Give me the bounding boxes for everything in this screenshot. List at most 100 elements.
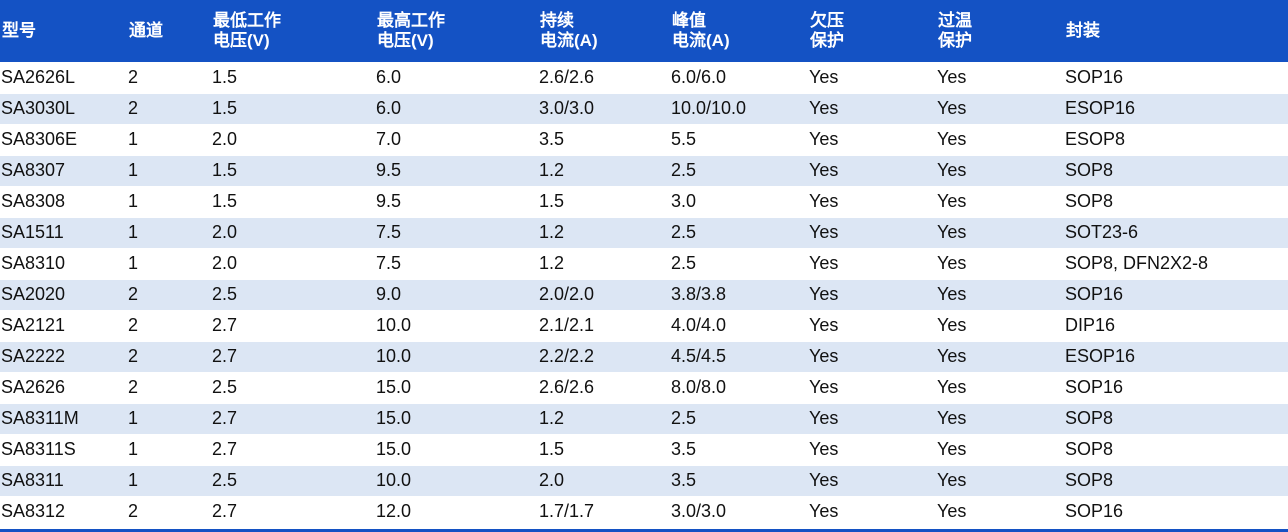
cell-model: SA8311 bbox=[0, 465, 127, 497]
cell-peak-current: 3.0 bbox=[670, 186, 808, 218]
cell-uvlo: Yes bbox=[808, 372, 936, 404]
cell-model: SA8308 bbox=[0, 186, 127, 218]
cell-package: SOP8, DFN2X2-8 bbox=[1064, 248, 1288, 280]
cell-max-voltage: 9.0 bbox=[375, 279, 538, 311]
cell-channels: 2 bbox=[127, 62, 211, 94]
cell-continuous-current: 2.0 bbox=[538, 465, 670, 497]
cell-package: SOP8 bbox=[1064, 186, 1288, 218]
cell-thermal-protection: Yes bbox=[936, 124, 1064, 156]
cell-min-voltage: 2.7 bbox=[211, 434, 375, 466]
cell-model: SA2121 bbox=[0, 310, 127, 342]
table-row: SA2626 2 2.5 15.0 2.6/2.6 8.0/8.0 Yes Yes SOP16 bbox=[0, 372, 1288, 404]
cell-model: SA8311S bbox=[0, 434, 127, 466]
cell-peak-current: 5.5 bbox=[670, 124, 808, 156]
cell-model: SA8310 bbox=[0, 248, 127, 280]
cell-continuous-current: 1.5 bbox=[538, 434, 670, 466]
cell-max-voltage: 7.5 bbox=[375, 248, 538, 280]
cell-model: SA2626L bbox=[0, 62, 127, 94]
cell-continuous-current: 1.5 bbox=[538, 186, 670, 218]
cell-continuous-current: 1.2 bbox=[538, 403, 670, 435]
cell-uvlo: Yes bbox=[808, 465, 936, 497]
cell-uvlo: Yes bbox=[808, 217, 936, 249]
table-row: SA1511 1 2.0 7.5 1.2 2.5 Yes Yes SOT23-6 bbox=[0, 217, 1288, 249]
cell-min-voltage: 1.5 bbox=[211, 62, 375, 94]
cell-thermal-protection: Yes bbox=[936, 496, 1064, 528]
cell-model: SA8311M bbox=[0, 403, 127, 435]
cell-package: SOP16 bbox=[1064, 62, 1288, 94]
cell-package: SOP8 bbox=[1064, 465, 1288, 497]
cell-continuous-current: 2.0/2.0 bbox=[538, 279, 670, 311]
cell-min-voltage: 1.5 bbox=[211, 155, 375, 187]
table-row: SA8310 1 2.0 7.5 1.2 2.5 Yes Yes SOP8, DFN2X2-8 bbox=[0, 248, 1288, 280]
cell-max-voltage: 10.0 bbox=[375, 465, 538, 497]
cell-continuous-current: 2.6/2.6 bbox=[538, 372, 670, 404]
column-header-thermal-protection: 过温 保护 bbox=[938, 11, 972, 50]
cell-thermal-protection: Yes bbox=[936, 279, 1064, 311]
table-row: SA8311M 1 2.7 15.0 1.2 2.5 Yes Yes SOP8 bbox=[0, 403, 1288, 435]
cell-max-voltage: 10.0 bbox=[375, 310, 538, 342]
cell-max-voltage: 6.0 bbox=[375, 93, 538, 125]
cell-uvlo: Yes bbox=[808, 248, 936, 280]
cell-channels: 1 bbox=[127, 217, 211, 249]
cell-uvlo: Yes bbox=[808, 186, 936, 218]
cell-min-voltage: 2.0 bbox=[211, 217, 375, 249]
cell-channels: 2 bbox=[127, 341, 211, 373]
cell-uvlo: Yes bbox=[808, 341, 936, 373]
cell-thermal-protection: Yes bbox=[936, 372, 1064, 404]
cell-model: SA2020 bbox=[0, 279, 127, 311]
column-header-peak-current: 峰值 电流(A) bbox=[672, 11, 730, 50]
table-row: SA8306E 1 2.0 7.0 3.5 5.5 Yes Yes ESOP8 bbox=[0, 124, 1288, 156]
cell-thermal-protection: Yes bbox=[936, 310, 1064, 342]
cell-max-voltage: 15.0 bbox=[375, 434, 538, 466]
cell-peak-current: 8.0/8.0 bbox=[670, 372, 808, 404]
cell-uvlo: Yes bbox=[808, 93, 936, 125]
table-header: 型号 通道 最低工作 电压(V) 最高工作 电压(V) 持续 电流(A) 峰值 电流(A)… bbox=[0, 0, 1288, 62]
cell-continuous-current: 1.7/1.7 bbox=[538, 496, 670, 528]
table-row: SA2020 2 2.5 9.0 2.0/2.0 3.8/3.8 Yes Yes SOP16 bbox=[0, 279, 1288, 311]
cell-continuous-current: 1.2 bbox=[538, 217, 670, 249]
column-header-continuous-current: 持续 电流(A) bbox=[540, 11, 598, 50]
cell-peak-current: 3.5 bbox=[670, 434, 808, 466]
cell-continuous-current: 3.0/3.0 bbox=[538, 93, 670, 125]
cell-channels: 1 bbox=[127, 155, 211, 187]
table-row: SA8307 1 1.5 9.5 1.2 2.5 Yes Yes SOP8 bbox=[0, 155, 1288, 187]
cell-max-voltage: 10.0 bbox=[375, 341, 538, 373]
cell-model: SA2222 bbox=[0, 341, 127, 373]
table-row: SA8312 2 2.7 12.0 1.7/1.7 3.0/3.0 Yes Yes SOP16 bbox=[0, 496, 1288, 528]
cell-max-voltage: 15.0 bbox=[375, 403, 538, 435]
column-header-min-voltage: 最低工作 电压(V) bbox=[213, 11, 281, 50]
cell-channels: 2 bbox=[127, 93, 211, 125]
cell-thermal-protection: Yes bbox=[936, 186, 1064, 218]
cell-max-voltage: 12.0 bbox=[375, 496, 538, 528]
cell-thermal-protection: Yes bbox=[936, 403, 1064, 435]
cell-channels: 1 bbox=[127, 186, 211, 218]
cell-uvlo: Yes bbox=[808, 496, 936, 528]
column-header-uvlo: 欠压 保护 bbox=[810, 11, 844, 50]
cell-uvlo: Yes bbox=[808, 434, 936, 466]
cell-uvlo: Yes bbox=[808, 62, 936, 94]
cell-package: SOT23-6 bbox=[1064, 217, 1288, 249]
cell-channels: 1 bbox=[127, 248, 211, 280]
cell-model: SA8312 bbox=[0, 496, 127, 528]
cell-package: SOP8 bbox=[1064, 403, 1288, 435]
cell-continuous-current: 2.2/2.2 bbox=[538, 341, 670, 373]
table-row: SA2626L 2 1.5 6.0 2.6/2.6 6.0/6.0 Yes Yes SOP16 bbox=[0, 62, 1288, 94]
cell-max-voltage: 7.0 bbox=[375, 124, 538, 156]
cell-thermal-protection: Yes bbox=[936, 93, 1064, 125]
cell-uvlo: Yes bbox=[808, 279, 936, 311]
cell-thermal-protection: Yes bbox=[936, 155, 1064, 187]
cell-package: ESOP16 bbox=[1064, 93, 1288, 125]
cell-min-voltage: 2.0 bbox=[211, 124, 375, 156]
cell-model: SA8306E bbox=[0, 124, 127, 156]
cell-package: SOP16 bbox=[1064, 279, 1288, 311]
header-row: 型号 通道 最低工作 电压(V) 最高工作 电压(V) 持续 电流(A) 峰值 电流(A)… bbox=[0, 0, 1288, 62]
cell-peak-current: 4.0/4.0 bbox=[670, 310, 808, 342]
table-row: SA8311S 1 2.7 15.0 1.5 3.5 Yes Yes SOP8 bbox=[0, 434, 1288, 466]
cell-uvlo: Yes bbox=[808, 124, 936, 156]
table-row: SA2222 2 2.7 10.0 2.2/2.2 4.5/4.5 Yes Yes ESOP16 bbox=[0, 341, 1288, 373]
cell-continuous-current: 3.5 bbox=[538, 124, 670, 156]
cell-min-voltage: 1.5 bbox=[211, 186, 375, 218]
cell-uvlo: Yes bbox=[808, 310, 936, 342]
cell-model: SA8307 bbox=[0, 155, 127, 187]
